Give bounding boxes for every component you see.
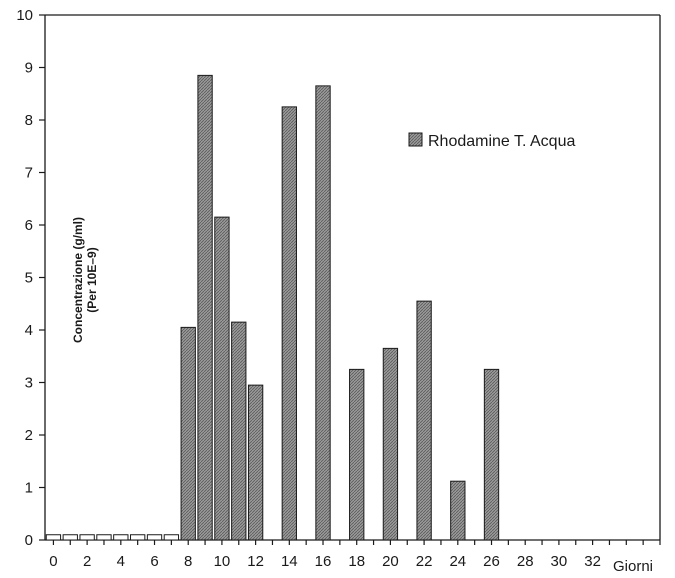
bar: [416, 300, 432, 541]
x-tick-label: 24: [449, 553, 466, 570]
bar: [315, 85, 331, 541]
legend-label: Rhodamine T. Acqua: [428, 133, 575, 150]
x-axis: 0 2 4 6 8 10 12 14 16 18 20 22 24 26 28 30 32: [49, 540, 661, 570]
y-tick-label: 1: [25, 480, 33, 497]
bar: [483, 368, 500, 541]
x-tick-label: 22: [416, 553, 433, 570]
y-tick-label: 7: [25, 165, 33, 182]
x-tick-label: 6: [150, 553, 158, 570]
y-tick-label: 4: [25, 322, 33, 339]
bar: [214, 216, 230, 541]
x-tick-label: 0: [49, 553, 57, 570]
bar: [146, 534, 163, 541]
y-tick-label: 0: [25, 532, 33, 549]
bar: [163, 534, 180, 541]
x-tick-label: 18: [348, 553, 365, 570]
x-tick-label: 30: [551, 553, 568, 570]
bars: [45, 74, 500, 541]
x-tick-label: 4: [117, 553, 125, 570]
bar: [349, 368, 365, 541]
bar: [231, 321, 247, 541]
bar: [62, 534, 78, 541]
x-tick-label: 8: [184, 553, 192, 570]
y-tick-label: 6: [25, 217, 33, 234]
x-tick-label: 32: [584, 553, 601, 570]
x-tick-label: 2: [83, 553, 91, 570]
bar: [281, 106, 297, 541]
legend-swatch: [408, 132, 423, 147]
y-tick-label: 5: [25, 270, 33, 287]
y-axis-title-line1: Concentrazione (g/ml): [71, 217, 85, 343]
x-axis-title: Giorni: [613, 558, 653, 575]
bar: [180, 326, 196, 541]
y-tick-label: 8: [25, 112, 33, 129]
bar: [247, 384, 264, 541]
bar: [79, 534, 95, 541]
legend: Rhodamine T. Acqua: [408, 132, 575, 150]
x-tick-label: 26: [483, 553, 500, 570]
x-tick-label: 10: [214, 553, 231, 570]
x-tick-label: 14: [281, 553, 298, 570]
bar: [96, 534, 112, 541]
y-tick-label: 3: [25, 375, 33, 392]
x-tick-label: 12: [247, 553, 264, 570]
y-tick-label: 2: [25, 427, 33, 444]
bar: [130, 534, 146, 541]
x-tick-label: 20: [382, 553, 399, 570]
bar: [382, 347, 399, 541]
y-tick-label: 10: [16, 7, 33, 24]
bar: [113, 534, 129, 541]
y-axis: 0 1 2 3 4 5 6 7 8 9 10: [16, 7, 45, 549]
x-tick-label: 16: [315, 553, 332, 570]
y-tick-label: 9: [25, 60, 33, 77]
bar: [45, 534, 62, 541]
x-tick-label: 28: [517, 553, 534, 570]
y-axis-title-line2: (Per 10E–9): [85, 247, 99, 312]
bar: [197, 74, 213, 541]
bar: [450, 480, 466, 541]
